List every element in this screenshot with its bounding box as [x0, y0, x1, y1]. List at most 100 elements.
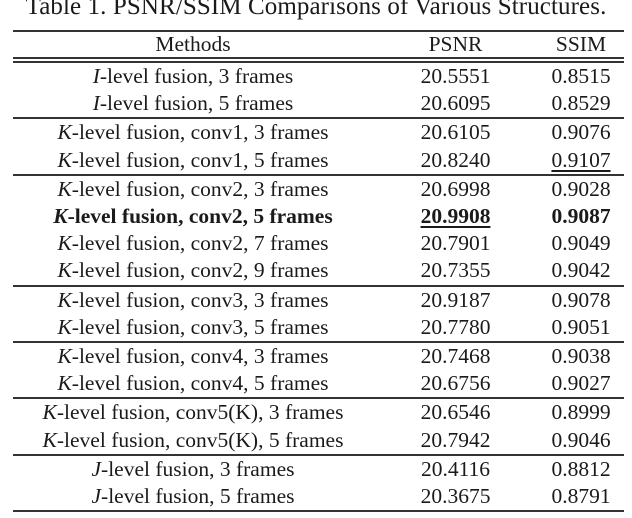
method-variable: K	[57, 147, 72, 172]
table-row: I-level fusion, 5 frames 20.6095 0.8529	[13, 90, 624, 118]
table-row: K-level fusion, conv3, 3 frames 20.9187 …	[13, 284, 624, 314]
table-row: K-level fusion, conv4, 3 frames 20.7468 …	[13, 340, 624, 371]
ssim-cell: 0.9087	[538, 203, 624, 230]
method-variable: K	[57, 231, 72, 256]
ssim-number: 0.9087	[551, 204, 611, 229]
table-row: K-level fusion, conv2, 7 frames 20.7901 …	[13, 230, 624, 257]
ssim-cell: 0.8812	[538, 453, 624, 483]
psnr-cell: 20.6998	[373, 173, 538, 203]
psnr-number: 20.7780	[420, 314, 491, 339]
ssim-number: 0.9046	[551, 427, 611, 452]
method-text: -level fusion, conv4, 5 frames	[71, 371, 329, 396]
method-variable: J	[91, 456, 102, 481]
ssim-cell: 0.8791	[538, 483, 624, 511]
method-cell: I-level fusion, 5 frames	[13, 90, 373, 118]
method-variable: K	[57, 343, 72, 368]
ssim-number: 0.9028	[551, 176, 611, 201]
table-row: K-level fusion, conv1, 5 frames 20.8240 …	[13, 147, 624, 175]
ssim-number: 0.9049	[551, 231, 611, 256]
method-text: -level fusion, conv3, 3 frames	[71, 287, 329, 312]
ssim-cell: 0.9028	[538, 173, 624, 203]
method-text: -level fusion, conv4, 3 frames	[71, 343, 329, 368]
method-variable: K	[57, 176, 72, 201]
method-text: -level fusion, conv5(K), 3 frames	[56, 400, 344, 425]
psnr-cell: 20.4116	[373, 453, 538, 483]
method-text: -level fusion, conv1, 5 frames	[71, 147, 329, 172]
method-cell: K-level fusion, conv2, 7 frames	[13, 230, 373, 257]
psnr-cell: 20.6095	[373, 90, 538, 118]
psnr-number: 20.6546	[420, 400, 491, 425]
method-variable: K	[57, 314, 72, 339]
method-variable: K	[57, 258, 72, 283]
psnr-number: 20.4116	[420, 456, 491, 481]
psnr-number: 20.3675	[420, 483, 491, 508]
table-row: K-level fusion, conv2, 5 frames 20.9908 …	[13, 203, 624, 230]
method-text: -level fusion, 3 frames	[101, 456, 295, 481]
table-row: K-level fusion, conv4, 5 frames 20.6756 …	[13, 370, 624, 398]
psnr-cell: 20.7901	[373, 230, 538, 257]
method-cell: K-level fusion, conv2, 3 frames	[13, 173, 373, 203]
method-text: -level fusion, conv2, 7 frames	[71, 231, 329, 256]
ssim-cell: 0.9042	[538, 257, 624, 285]
method-variable: J	[91, 483, 102, 508]
method-cell: K-level fusion, conv3, 5 frames	[13, 314, 373, 342]
ssim-cell: 0.8999	[538, 397, 624, 427]
psnr-number: 20.9187	[420, 287, 491, 312]
method-text: -level fusion, 3 frames	[99, 64, 294, 89]
method-text: -level fusion, conv1, 3 frames	[71, 120, 329, 145]
ssim-cell: 0.9051	[538, 314, 624, 342]
ssim-number: 0.8791	[551, 483, 611, 508]
method-variable: I	[92, 91, 100, 116]
ssim-cell: 0.8515	[538, 60, 624, 90]
ssim-cell: 0.9076	[538, 117, 624, 147]
psnr-number: 20.6105	[420, 120, 491, 145]
ssim-number: 0.9051	[551, 314, 611, 339]
table-row: J-level fusion, 5 frames 20.3675 0.8791	[13, 483, 624, 511]
ssim-number: 0.9027	[551, 371, 611, 396]
ssim-cell: 0.8529	[538, 90, 624, 118]
method-cell: K-level fusion, conv2, 5 frames	[13, 203, 373, 230]
ssim-number: 0.9076	[551, 120, 611, 145]
method-cell: K-level fusion, conv3, 3 frames	[13, 284, 373, 314]
column-header-ssim: SSIM	[538, 31, 624, 63]
ssim-cell: 0.9049	[538, 230, 624, 257]
psnr-cell: 20.6105	[373, 117, 538, 147]
psnr-number: 20.7468	[420, 343, 491, 368]
method-cell: I-level fusion, 3 frames	[13, 60, 373, 90]
psnr-cell: 20.3675	[373, 483, 538, 511]
psnr-cell: 20.7468	[373, 340, 538, 371]
method-variable: K	[42, 400, 57, 425]
column-header-psnr: PSNR	[373, 31, 538, 63]
psnr-cell: 20.9908	[373, 203, 538, 230]
ssim-number: 0.8515	[551, 64, 611, 89]
method-cell: K-level fusion, conv4, 3 frames	[13, 340, 373, 371]
ssim-number: 0.9038	[551, 343, 611, 368]
table-row: K-level fusion, conv3, 5 frames 20.7780 …	[13, 314, 624, 342]
method-variable: K	[57, 287, 72, 312]
method-cell: K-level fusion, conv1, 3 frames	[13, 117, 373, 147]
method-text: -level fusion, conv3, 5 frames	[71, 314, 329, 339]
psnr-number: 20.6998	[420, 176, 491, 201]
table-row: K-level fusion, conv5(K), 5 frames 20.79…	[13, 426, 624, 454]
method-cell: K-level fusion, conv5(K), 5 frames	[13, 426, 373, 454]
ssim-cell: 0.9046	[538, 426, 624, 454]
table-row: K-level fusion, conv5(K), 3 frames 20.65…	[13, 397, 624, 427]
method-text: -level fusion, 5 frames	[99, 91, 294, 116]
psnr-cell: 20.6546	[373, 397, 538, 427]
method-cell: K-level fusion, conv2, 9 frames	[13, 257, 373, 285]
psnr-number: 20.7355	[420, 258, 491, 283]
psnr-number: 20.6095	[420, 91, 491, 116]
ssim-cell: 0.9027	[538, 370, 624, 398]
method-text: -level fusion, conv5(K), 5 frames	[56, 427, 344, 452]
column-header-methods: Methods	[13, 31, 373, 63]
psnr-cell: 20.7942	[373, 426, 538, 454]
method-variable: K	[57, 120, 72, 145]
method-cell: K-level fusion, conv1, 5 frames	[13, 147, 373, 175]
method-variable: I	[92, 64, 100, 89]
psnr-cell: 20.5551	[373, 60, 538, 90]
method-cell: J-level fusion, 3 frames	[13, 453, 373, 483]
table-row: I-level fusion, 3 frames 20.5551 0.8515	[13, 60, 624, 90]
psnr-cell: 20.7780	[373, 314, 538, 342]
ssim-cell: 0.9038	[538, 340, 624, 371]
